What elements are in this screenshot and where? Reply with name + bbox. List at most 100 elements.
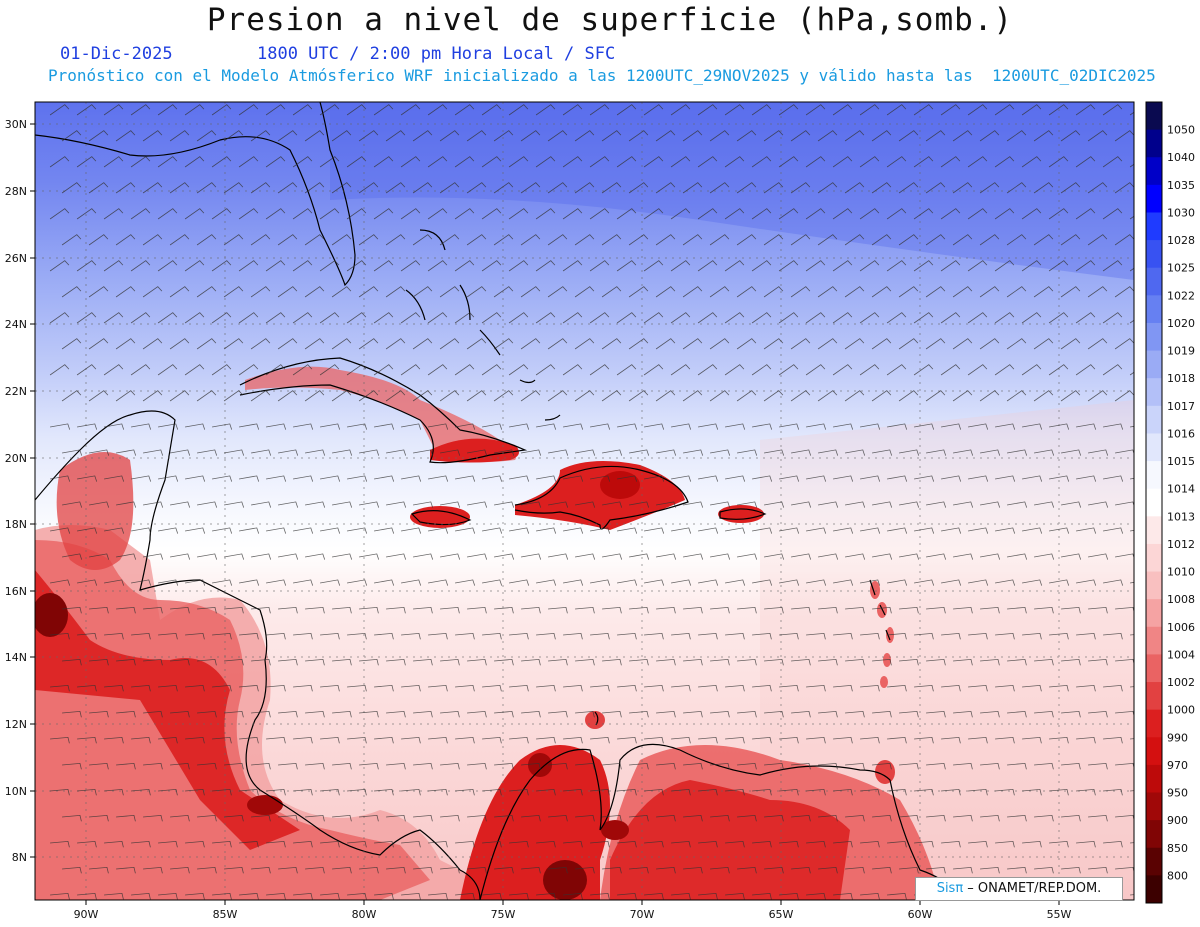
wind-barb (509, 527, 530, 534)
wind-barb (671, 527, 692, 534)
wind-barb (211, 364, 232, 376)
wind-barb (331, 338, 352, 350)
wind-barb (1102, 156, 1123, 168)
wind-barb (197, 606, 217, 614)
wind-barb (509, 736, 529, 744)
wind-barb (1048, 312, 1069, 324)
wind-barb (62, 606, 82, 614)
wind-barb (385, 234, 406, 246)
wind-barb (590, 475, 611, 482)
wind-barb (1049, 684, 1069, 692)
wind-barb (575, 814, 595, 822)
wind-barb (752, 840, 772, 848)
wind-barb (467, 710, 487, 718)
wind-barb (508, 312, 529, 324)
wind-barb (737, 762, 757, 770)
wind-barb (563, 892, 583, 900)
wind-barb (142, 234, 163, 246)
wind-barb (184, 312, 205, 324)
wind-barb (239, 527, 260, 534)
wind-barb (968, 475, 989, 482)
wind-barb (401, 423, 422, 430)
wind-barb (536, 840, 556, 848)
wind-barb (346, 104, 367, 116)
wind-barb (373, 260, 394, 272)
wind-barb (763, 182, 784, 194)
wind-barb (130, 208, 151, 220)
wind-barb (1060, 234, 1081, 246)
wind-barb (590, 892, 610, 900)
wind-barb (347, 632, 367, 640)
wind-barb (644, 788, 664, 796)
wind-barb (886, 156, 907, 168)
wind-barb (509, 423, 530, 430)
wind-barb (494, 658, 514, 666)
wind-barb (439, 286, 460, 298)
wind-barb (1076, 423, 1097, 430)
wind-barb (899, 710, 919, 718)
wind-barb (1007, 814, 1027, 822)
wind-barb (104, 632, 124, 640)
coastlines (35, 102, 961, 900)
wind-barb (710, 606, 730, 614)
wind-barb (455, 736, 475, 744)
wind-barb (941, 736, 961, 744)
wind-barb (439, 234, 460, 246)
wind-barb (1033, 130, 1054, 142)
wind-barb (817, 390, 838, 402)
wind-barb (1049, 840, 1069, 848)
wind-barb (940, 156, 961, 168)
wind-barb (104, 840, 124, 848)
wind-barb (467, 501, 488, 508)
wind-barb (698, 684, 718, 692)
wind-barb (1075, 364, 1096, 376)
wind-barb (1034, 501, 1055, 508)
wind-barb (763, 234, 784, 246)
wind-barb (265, 104, 286, 116)
wind-barb (818, 658, 838, 666)
wind-barb (898, 234, 919, 246)
lat-lon-grid (35, 102, 1134, 900)
wind-barb (1087, 130, 1108, 142)
wind-barb (373, 156, 394, 168)
wind-barb (494, 710, 514, 718)
wind-barb (1049, 788, 1069, 796)
wind-barb (710, 866, 730, 874)
wind-barb (941, 475, 962, 482)
wind-barb (482, 892, 502, 900)
wind-barb (482, 788, 502, 796)
wind-barb (62, 710, 82, 718)
wind-barb (427, 312, 448, 324)
wind-barb (62, 658, 82, 666)
wind-barb (940, 260, 961, 272)
wind-barb (331, 182, 352, 194)
wind-barb (1007, 710, 1027, 718)
wind-barb (401, 840, 421, 848)
wind-barb (602, 866, 622, 874)
wind-barb (197, 814, 217, 822)
wind-barb (116, 762, 136, 770)
wind-barb (521, 553, 542, 560)
wind-barb (293, 632, 313, 640)
wind-barb (536, 632, 556, 640)
wind-barb (953, 762, 973, 770)
wind-barb (320, 527, 341, 534)
wind-barb (806, 736, 826, 744)
wind-barb (1102, 104, 1123, 116)
wind-barb (683, 553, 704, 560)
wind-barb (62, 449, 83, 456)
wind-barb (88, 390, 109, 402)
wind-barb (467, 658, 487, 666)
wind-barb (292, 104, 313, 116)
wind-barb (536, 527, 557, 534)
wind-barb (440, 501, 461, 508)
colorbar-swatch (1146, 350, 1162, 379)
wind-barb (670, 260, 691, 272)
wind-barb (1061, 866, 1081, 874)
wind-barb (616, 364, 637, 376)
wind-barb (994, 208, 1015, 220)
wind-barb (412, 286, 433, 298)
wind-barb (386, 658, 406, 666)
map-plot-area (35, 102, 1134, 900)
wind-barb (752, 579, 773, 586)
